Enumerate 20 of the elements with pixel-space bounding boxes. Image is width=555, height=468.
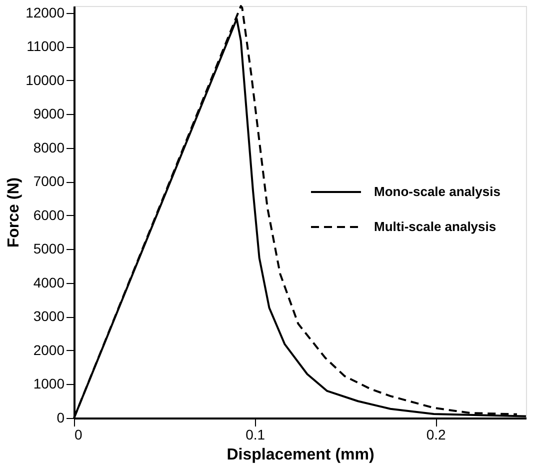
y-tick-label: 9000 xyxy=(33,106,65,122)
y-tick-label: 10000 xyxy=(26,72,65,88)
y-tick-label: 8000 xyxy=(33,139,65,156)
legend-label: Mono-scale analysis xyxy=(374,184,500,199)
y-axis-title: Force (N) xyxy=(6,177,23,248)
y-tick-label: 5000 xyxy=(33,240,65,257)
x-tick-label: 0.2 xyxy=(426,426,446,442)
x-tick-label: 0 xyxy=(74,426,82,442)
y-tick-label: 3000 xyxy=(33,308,65,324)
y-tick-label: 2000 xyxy=(33,342,65,358)
y-tick-label: 1000 xyxy=(33,376,65,392)
y-tick-label: 4000 xyxy=(33,274,65,290)
x-axis-title: Displacement (mm) xyxy=(226,446,374,464)
legend-label: Multi-scale analysis xyxy=(374,219,496,234)
y-tick-label: 7000 xyxy=(33,173,65,190)
y-tick-label: 11000 xyxy=(26,38,65,54)
y-tick-label: 6000 xyxy=(33,206,65,223)
y-tick-label: 12000 xyxy=(26,4,65,20)
y-tick-label: 0 xyxy=(56,410,65,426)
x-tick-label: 0.1 xyxy=(246,426,266,442)
